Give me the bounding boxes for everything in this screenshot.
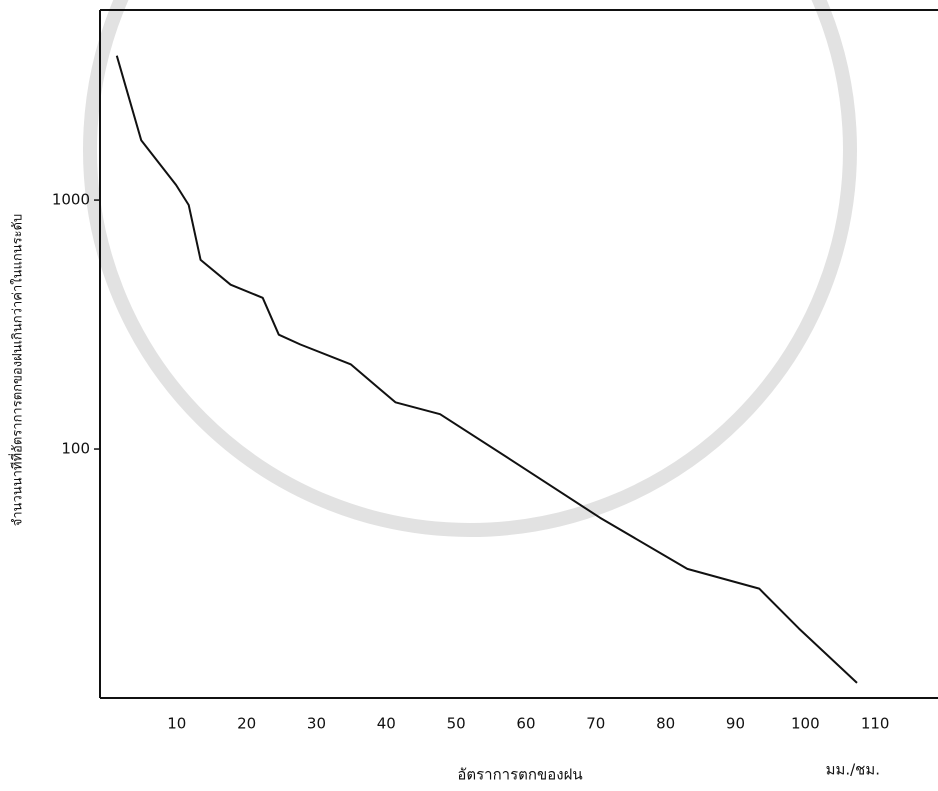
x-tick-label: 40 (377, 715, 396, 733)
x-axis-unit: มม./ชม. (826, 761, 880, 779)
x-tick-label: 100 (791, 715, 820, 733)
x-tick-label: 80 (656, 715, 675, 733)
x-tick-label: 10 (167, 715, 186, 733)
y-tick-label: 1000 (52, 191, 90, 209)
x-tick-label: 70 (586, 715, 605, 733)
x-tick-label: 30 (307, 715, 326, 733)
x-tick-label: 20 (237, 715, 256, 733)
y-axis-title: จำนวนนาทีที่อัตราการตกของฝนเกินกว่าค่าใน… (9, 214, 26, 527)
x-tick-label: 90 (726, 715, 745, 733)
x-tick-label: 60 (516, 715, 535, 733)
data-line (115, 55, 858, 684)
x-axis-title: อัตราการตกของฝน (457, 766, 582, 784)
watermark (83, 0, 857, 537)
x-tick-label: 50 (447, 715, 466, 733)
x-tick-label: 110 (861, 715, 890, 733)
y-tick-label: 100 (61, 440, 90, 458)
